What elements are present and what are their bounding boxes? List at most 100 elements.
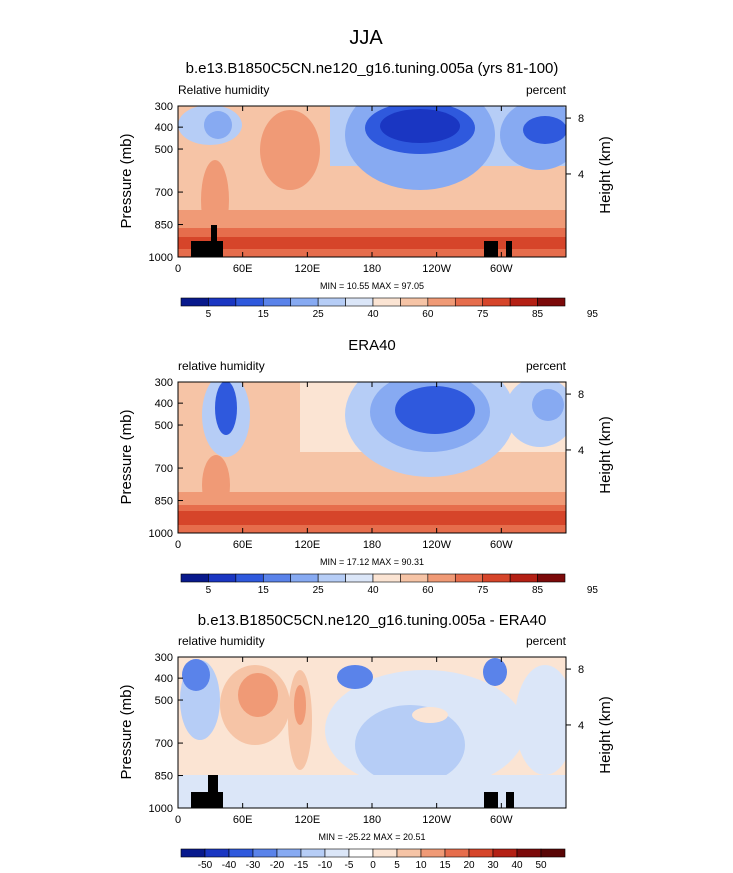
- panel-3-topography: [191, 775, 514, 808]
- colorbar-swatch: [509, 297, 538, 307]
- colorbar-swatch: [540, 848, 566, 858]
- panel-2-ytick-label: 700: [155, 463, 173, 475]
- panel-3-ytick-label: 400: [155, 673, 173, 685]
- panel-3-xtick-label: 180: [363, 814, 381, 826]
- panel-1-ytick-label: 1000: [149, 252, 173, 264]
- panel-1-ytick-label: 700: [155, 187, 173, 199]
- panel-2-ytick-label: 400: [155, 398, 173, 410]
- panel-1-ytick-label: 300: [155, 101, 173, 113]
- colorbar-swatch: [208, 297, 237, 307]
- panel-1-xtick-label: 60E: [233, 263, 253, 275]
- colorbar-swatch: [516, 848, 542, 858]
- colorbar-swatch: [252, 848, 278, 858]
- panel-3-ytick-right-label: 4: [578, 720, 584, 732]
- colorbar-swatch: [420, 848, 446, 858]
- panel-1-title: b.e13.B1850C5CN.ne120_g16.tuning.005a (y…: [186, 60, 559, 77]
- panel-3-right-label: percent: [526, 634, 567, 648]
- panel-2-xtick-label: 180: [363, 539, 381, 551]
- colorbar-swatch: [372, 573, 401, 583]
- panel-1-stats: MIN = 10.55 MAX = 97.05: [320, 281, 424, 291]
- panel-2-field: [178, 382, 566, 533]
- panel-3-title: b.e13.B1850C5CN.ne120_g16.tuning.005a - …: [198, 612, 547, 629]
- panel-2: ERA40 relative humidity percent 0 60E 120E…: [118, 337, 614, 596]
- panel-3-ytick-label: 500: [155, 695, 173, 707]
- panel-3-left-label: relative humidity: [178, 634, 265, 648]
- colorbar-swatch: [482, 297, 511, 307]
- colorbar-swatch: [208, 573, 237, 583]
- panel-2-right-label: percent: [526, 359, 567, 373]
- panel-3-axes: 0 60E 120E 180 120W 60W 300 400 500 700 850 1000 8 4: [149, 652, 585, 826]
- panel-1-xtick-label: 0: [175, 263, 181, 275]
- panel-3-ytick-label: 850: [155, 771, 173, 783]
- colorbar-swatch: [300, 848, 326, 858]
- panel-2-ylabel: Pressure (mb): [118, 409, 135, 504]
- panel-1-xtick-label: 120W: [422, 263, 451, 275]
- colorbar-label: 85: [532, 585, 544, 596]
- colorbar-swatch: [276, 848, 302, 858]
- panel-2-ytick-right-label: 4: [578, 445, 584, 457]
- colorbar-swatch: [396, 848, 422, 858]
- colorbar-swatch: [482, 573, 511, 583]
- colorbar-label: 10: [415, 860, 427, 871]
- panel-1-ylabel-right: Height (km): [597, 136, 614, 214]
- panel-1-xtick-label: 60W: [490, 263, 513, 275]
- colorbar-label: -40: [222, 860, 237, 871]
- panel-2-ytick-label: 300: [155, 377, 173, 389]
- panel-2-xtick-label: 60W: [490, 539, 513, 551]
- colorbar-swatch: [235, 297, 264, 307]
- colorbar-label: 95: [587, 585, 599, 596]
- colorbar-swatch: [444, 848, 470, 858]
- panel-3-xtick-label: 0: [175, 814, 181, 826]
- panel-2-axes: 0 60E 120E 180 120W 60W 300 400 500 700 850 1000 8 4: [149, 377, 585, 551]
- colorbar-label: 60: [422, 309, 434, 320]
- colorbar-swatch: [324, 848, 350, 858]
- panel-2-xtick-label: 120W: [422, 539, 451, 551]
- colorbar-label: 20: [463, 860, 475, 871]
- colorbar-label: 15: [258, 309, 270, 320]
- panel-1-ylabel: Pressure (mb): [118, 133, 135, 228]
- colorbar-swatch: [228, 848, 254, 858]
- figure-title: JJA: [349, 27, 383, 49]
- colorbar-label: 5: [394, 860, 400, 871]
- colorbar-label: 60: [422, 585, 434, 596]
- colorbar-swatch: [468, 848, 494, 858]
- colorbar-label: 15: [258, 585, 270, 596]
- panel-2-ytick-label: 1000: [149, 528, 173, 540]
- panel-1-axes: 0 60E 120E 180 120W 60W 300 400 500 700 850 1000 8 4: [149, 101, 585, 275]
- colorbar-swatch: [204, 848, 230, 858]
- colorbar-swatch: [454, 573, 484, 583]
- colorbar-label: 40: [511, 860, 523, 871]
- colorbar-label: -15: [294, 860, 309, 871]
- colorbar-label: 30: [487, 860, 499, 871]
- colorbar-label: 25: [313, 585, 325, 596]
- panel-2-stats: MIN = 17.12 MAX = 90.31: [320, 557, 424, 567]
- colorbar-label: -10: [318, 860, 333, 871]
- panel-3-ylabel: Pressure (mb): [118, 684, 135, 779]
- panel-3-ytick-label: 700: [155, 738, 173, 750]
- panel-3: b.e13.B1850C5CN.ne120_g16.tuning.005a - …: [118, 612, 614, 871]
- colorbar-label: 5: [206, 585, 212, 596]
- panel-3-ytick-label: 1000: [149, 803, 173, 815]
- colorbar-swatch: [262, 297, 292, 307]
- colorbar-swatch: [427, 573, 456, 583]
- colorbar-swatch: [345, 297, 374, 307]
- panel-1-ytick-label: 500: [155, 144, 173, 156]
- panel-1-xtick-label: 120E: [294, 263, 320, 275]
- colorbar-label: 75: [477, 585, 489, 596]
- panel-2-title: ERA40: [348, 337, 396, 354]
- colorbar-label: -50: [198, 860, 213, 871]
- panel-3-colorbar: -50 -40 -30 -20 -15 -10 -5 0 5 10 15 20 30 40 50: [180, 848, 566, 871]
- colorbar-label: 50: [535, 860, 547, 871]
- colorbar-label: -30: [246, 860, 261, 871]
- colorbar-label: 25: [313, 309, 325, 320]
- colorbar-label: 0: [370, 860, 376, 871]
- panel-2-ylabel-right: Height (km): [597, 416, 614, 494]
- panel-3-xtick-label: 60W: [490, 814, 513, 826]
- colorbar-swatch: [537, 297, 566, 307]
- colorbar-swatch: [317, 297, 346, 307]
- colorbar-label: -5: [345, 860, 354, 871]
- colorbar-swatch: [290, 297, 319, 307]
- panel-1-ytick-right-label: 8: [578, 113, 584, 125]
- colorbar-label: 40: [367, 309, 379, 320]
